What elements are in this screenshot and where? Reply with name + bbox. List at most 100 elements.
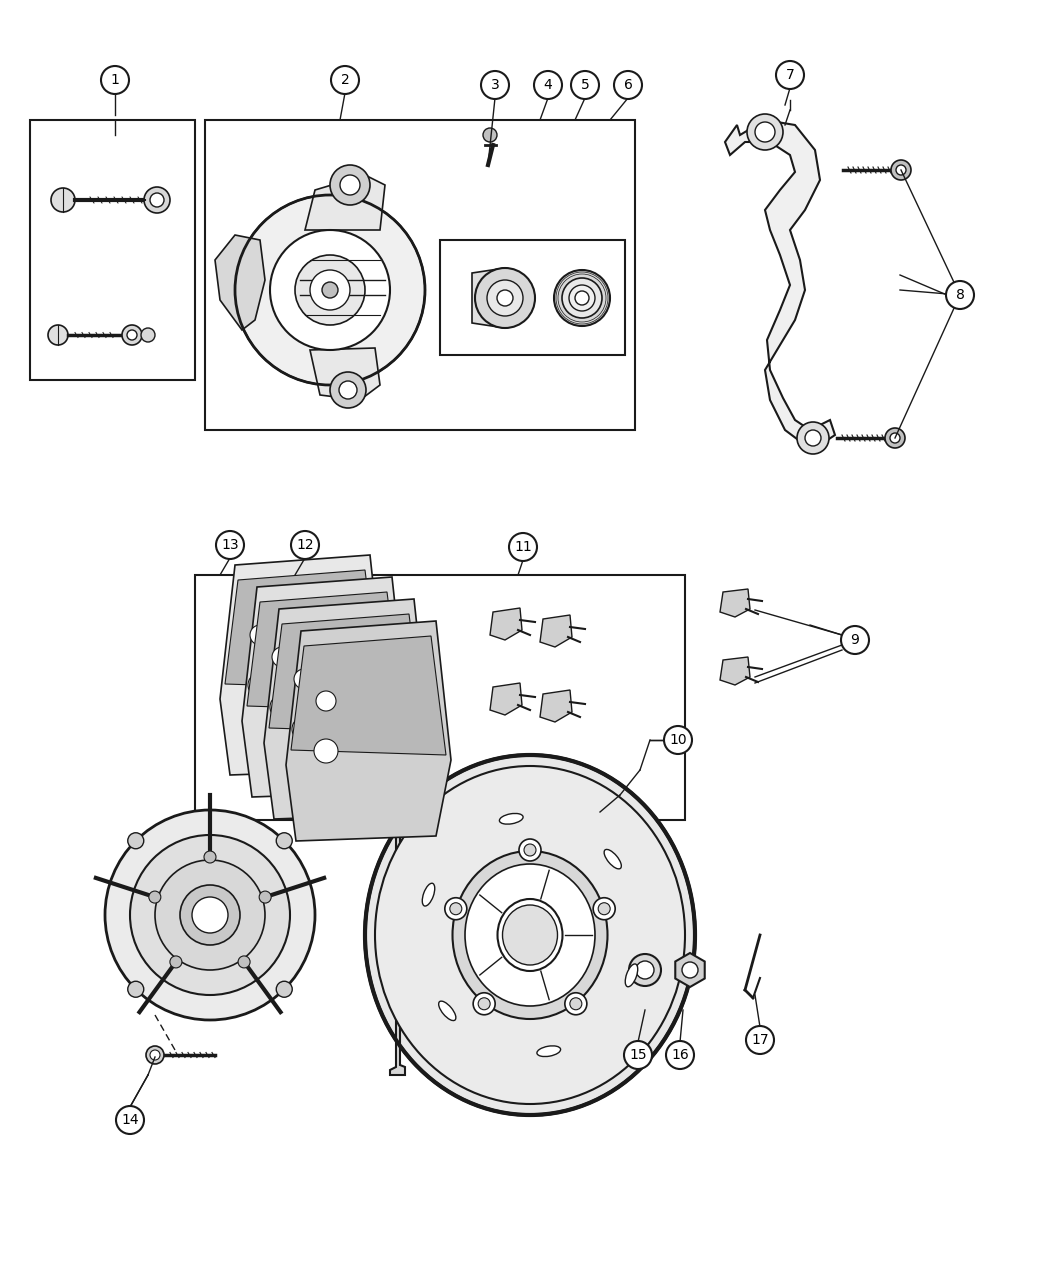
- Circle shape: [180, 885, 240, 945]
- Circle shape: [149, 891, 161, 903]
- Circle shape: [51, 187, 75, 212]
- Polygon shape: [540, 690, 572, 722]
- Circle shape: [509, 533, 537, 561]
- Polygon shape: [242, 578, 407, 797]
- Circle shape: [101, 66, 129, 94]
- Circle shape: [250, 625, 270, 645]
- Ellipse shape: [439, 1001, 456, 1020]
- Circle shape: [481, 71, 509, 99]
- Circle shape: [562, 278, 602, 317]
- Text: 7: 7: [785, 68, 795, 82]
- Circle shape: [272, 646, 292, 667]
- Text: 15: 15: [629, 1048, 647, 1062]
- Circle shape: [130, 835, 290, 994]
- Circle shape: [146, 1046, 164, 1065]
- Circle shape: [141, 328, 155, 342]
- Circle shape: [310, 270, 350, 310]
- Bar: [30, 120, 195, 380]
- Circle shape: [155, 861, 265, 970]
- Text: 4: 4: [544, 78, 552, 92]
- Circle shape: [248, 673, 272, 697]
- Circle shape: [314, 740, 338, 762]
- Circle shape: [474, 993, 496, 1015]
- Circle shape: [331, 66, 359, 94]
- Circle shape: [896, 164, 906, 175]
- Text: 5: 5: [581, 78, 589, 92]
- Circle shape: [575, 291, 589, 305]
- Text: 16: 16: [671, 1048, 689, 1062]
- Circle shape: [614, 71, 642, 99]
- Circle shape: [150, 1051, 160, 1060]
- Circle shape: [216, 530, 244, 558]
- Circle shape: [276, 833, 292, 849]
- Text: 1: 1: [110, 73, 120, 87]
- Text: 13: 13: [222, 538, 238, 552]
- Bar: [195, 575, 685, 820]
- Text: 9: 9: [850, 632, 860, 646]
- Circle shape: [593, 898, 615, 919]
- Circle shape: [276, 982, 292, 997]
- Circle shape: [891, 159, 911, 180]
- Polygon shape: [720, 657, 750, 685]
- Circle shape: [746, 1026, 774, 1054]
- Circle shape: [624, 1040, 652, 1068]
- Circle shape: [487, 280, 523, 316]
- Circle shape: [105, 810, 315, 1020]
- Circle shape: [534, 71, 562, 99]
- Circle shape: [890, 434, 900, 442]
- Circle shape: [519, 839, 541, 861]
- Circle shape: [570, 998, 582, 1010]
- Circle shape: [682, 963, 698, 978]
- Polygon shape: [390, 776, 405, 1075]
- Ellipse shape: [537, 1046, 561, 1057]
- Polygon shape: [675, 952, 705, 987]
- Circle shape: [629, 954, 662, 986]
- Circle shape: [295, 255, 365, 325]
- Polygon shape: [490, 608, 522, 640]
- Ellipse shape: [453, 850, 608, 1019]
- Circle shape: [116, 1105, 144, 1133]
- Circle shape: [291, 530, 319, 558]
- Circle shape: [294, 669, 314, 688]
- Text: 12: 12: [296, 538, 314, 552]
- Circle shape: [330, 372, 366, 408]
- Text: 6: 6: [624, 78, 632, 92]
- Circle shape: [259, 891, 271, 903]
- Circle shape: [339, 381, 357, 399]
- Polygon shape: [720, 589, 750, 617]
- Polygon shape: [225, 570, 380, 688]
- Circle shape: [270, 230, 390, 351]
- Circle shape: [755, 122, 775, 142]
- Polygon shape: [310, 348, 380, 400]
- Circle shape: [204, 850, 216, 863]
- Circle shape: [170, 956, 182, 968]
- Circle shape: [554, 270, 610, 326]
- Circle shape: [598, 903, 610, 914]
- Circle shape: [524, 844, 536, 856]
- Circle shape: [885, 428, 905, 448]
- Circle shape: [565, 993, 587, 1015]
- Polygon shape: [286, 621, 452, 842]
- Circle shape: [776, 61, 804, 89]
- Text: 11: 11: [514, 541, 532, 555]
- Circle shape: [340, 175, 360, 195]
- Ellipse shape: [422, 884, 435, 907]
- Ellipse shape: [498, 899, 563, 972]
- Ellipse shape: [465, 864, 595, 1006]
- Circle shape: [449, 903, 462, 914]
- Text: 8: 8: [956, 288, 965, 302]
- Ellipse shape: [365, 755, 695, 1116]
- Polygon shape: [490, 683, 522, 715]
- Circle shape: [497, 289, 513, 306]
- Text: 10: 10: [669, 733, 687, 747]
- Circle shape: [150, 193, 164, 207]
- Polygon shape: [472, 268, 505, 328]
- Polygon shape: [304, 175, 385, 230]
- Polygon shape: [269, 615, 424, 733]
- Bar: [440, 240, 625, 354]
- Circle shape: [946, 280, 974, 309]
- Circle shape: [636, 961, 654, 979]
- Circle shape: [144, 187, 170, 213]
- Ellipse shape: [375, 766, 685, 1104]
- Polygon shape: [220, 555, 385, 775]
